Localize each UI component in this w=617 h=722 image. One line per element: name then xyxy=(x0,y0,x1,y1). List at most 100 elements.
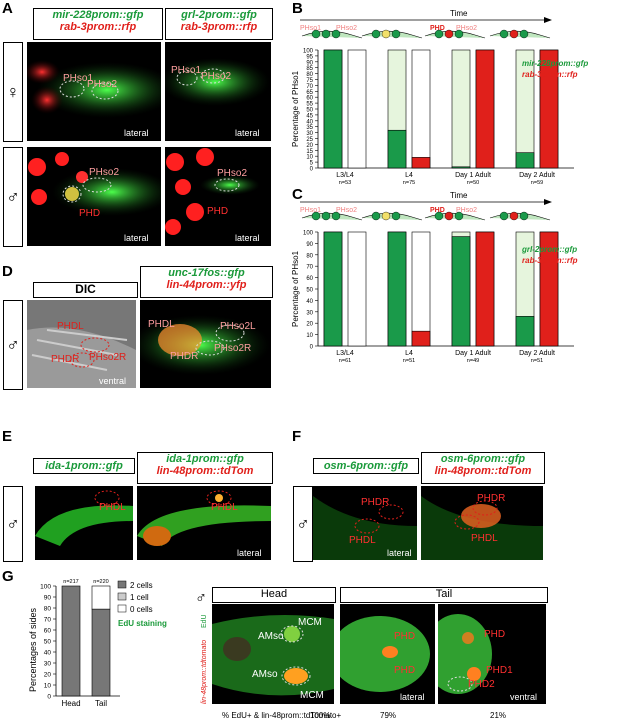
b-stage-phd: PHD xyxy=(430,25,445,32)
a-col2-line2: rab-3prom::rfp xyxy=(180,21,258,33)
f2-phdr-label: PHDR xyxy=(477,493,506,504)
f-header-2: osm-6prom::gfp lin-48prom::tdTom xyxy=(421,452,545,484)
y-tick-label: 0 xyxy=(310,345,314,351)
g-side-tdtomato: lin-48prom::tdtomato xyxy=(201,640,208,704)
g-head-image: MCM AMso AMso MCM xyxy=(212,604,334,704)
b-legend-rfp: rab-3prom::rfp xyxy=(522,70,578,79)
g-mcm-top: MCM xyxy=(298,617,322,628)
f-image-2-art xyxy=(421,496,543,560)
g-pct-head: 100% xyxy=(310,711,331,720)
c-stage-phso2b: PHso2 xyxy=(456,207,477,214)
bar-gfp xyxy=(451,236,471,347)
worm-cell-3 xyxy=(519,211,529,221)
panel-letter-a: A xyxy=(2,0,13,17)
y-tick-label: 15 xyxy=(306,149,313,155)
a2-phso2-label: PHso2 xyxy=(201,71,232,82)
d-phso2r-label: PHso2R xyxy=(214,343,252,354)
worm-cell-1 xyxy=(434,211,444,221)
f-image-1: PHDR PHDL lateral xyxy=(313,486,417,560)
bar-background-white xyxy=(411,49,431,169)
bar-rfp xyxy=(475,231,495,347)
g-legend-1cell: 1 cell xyxy=(130,593,149,602)
worm-cell-2 xyxy=(321,211,331,221)
e-hdr2-line2: lin-48prom::tdTom xyxy=(156,465,254,477)
a1-lateral-label: lateral xyxy=(124,128,149,138)
chart-c: Time PHso1 PHso2 PHD PHso2 0 10 20 30 40 50 60… xyxy=(291,191,578,364)
f-image-1-art xyxy=(313,496,417,560)
a-image-1-art xyxy=(27,60,161,118)
y-tick-label: 5 xyxy=(310,161,314,167)
y-tick-label: 95 xyxy=(306,54,313,60)
y-axis-label: Percentage of PHso1 xyxy=(291,250,300,327)
worm-cell-2 xyxy=(444,211,454,221)
bar-gfp xyxy=(323,49,343,169)
panel-letter-c: C xyxy=(292,186,303,203)
g-edu-label: EdU staining xyxy=(118,619,167,628)
category-label: Day 1 Adult xyxy=(455,172,491,179)
g-amso-bottom: AMso xyxy=(252,669,278,680)
y-tick-label: 80 xyxy=(306,253,313,259)
chart-g: Percentages of sides 0 10 20 30 40 50 60 70 80 90… xyxy=(28,579,167,708)
bar-background-white xyxy=(411,231,431,347)
d-dic-phso2r: PHso2R xyxy=(89,352,127,363)
category-label: L4 xyxy=(405,172,413,179)
a-image-2-art xyxy=(165,58,270,106)
worm-schematic-0 xyxy=(301,29,363,39)
c-time-label: Time xyxy=(450,191,468,200)
d-dic-phdr: PHDR xyxy=(51,354,80,365)
g-pct-tail-lateral: 79% xyxy=(380,711,397,720)
panel-letter-g: G xyxy=(2,568,14,585)
a-male-symbol: ♂ xyxy=(3,147,23,247)
worm-cell-3 xyxy=(454,211,464,221)
a-image-3: PHso2 PHD lateral xyxy=(27,147,161,246)
b-worm-schematics xyxy=(301,29,551,39)
g-legend-swatch-0 xyxy=(117,604,127,613)
d-fluor-image: PHDL PHDR PHso2L PHso2R xyxy=(140,300,271,388)
e-hdr1-text: ida-1prom::gfp xyxy=(45,460,123,472)
d-male-symbol: ♂ xyxy=(3,300,23,390)
g-amso-top: AMso xyxy=(258,631,284,642)
g-y-tick-label: 90 xyxy=(44,595,52,602)
a3-phd-label: PHD xyxy=(79,208,101,219)
g-y-tick-label: 20 xyxy=(44,672,52,679)
g-legend-swatch-1 xyxy=(117,592,127,601)
worm-cell-1 xyxy=(499,29,509,39)
d-dic-phdl: PHDL xyxy=(57,321,84,332)
worm-schematic-1 xyxy=(361,211,423,221)
bar-rfp xyxy=(475,49,495,169)
d-ventral-label: ventral xyxy=(99,376,127,386)
b-time-arrowhead xyxy=(544,17,552,23)
y-tick-label: 60 xyxy=(306,96,313,102)
y-tick-label: 55 xyxy=(306,102,313,108)
g-y-tick-label: 70 xyxy=(44,617,52,624)
e1-phdl-label: PHDL xyxy=(99,502,126,513)
a-image-2: PHso1 PHso2 lateral xyxy=(165,42,271,141)
n-label: n=51 xyxy=(531,358,543,364)
bar-rfp xyxy=(539,49,559,169)
panel-c: Time PHso1 PHso2 PHD PHso2 0 10 20 30 40 50 60… xyxy=(290,188,617,366)
g-head-art xyxy=(212,615,334,696)
f1-phdl-label: PHDL xyxy=(349,535,376,546)
bar-gfp xyxy=(451,166,471,169)
f-hdr2-line2: lin-48prom::tdTom xyxy=(434,465,532,477)
g-ylabel: Percentages of sides xyxy=(28,607,38,692)
d-fluor-art xyxy=(140,315,270,375)
g-lat-phd-bottom: PHD xyxy=(394,665,416,676)
y-tick-label: 100 xyxy=(303,231,314,237)
g-legend-swatch-2 xyxy=(117,580,127,589)
c-bars: 0 10 20 30 40 50 60 70 80 90 100 Percentage of PHso… xyxy=(291,231,574,364)
f-male-symbol: ♂ xyxy=(293,486,313,562)
y-tick-label: 20 xyxy=(306,143,313,149)
c-time-arrowhead xyxy=(544,199,552,205)
c-stage-phso2: PHso2 xyxy=(336,207,357,214)
g-ven-phd: PHD xyxy=(484,629,506,640)
f-image-2: PHDR PHDL xyxy=(421,486,543,560)
worm-cell-3 xyxy=(519,29,529,39)
g-side-label-svg: lin-48prom::tdtomato EdU xyxy=(201,614,208,704)
g-n-label: n=220 xyxy=(93,579,108,585)
panel-g-chart: Percentages of sides 0 10 20 30 40 50 60 70 80 90… xyxy=(0,572,190,722)
a1-phso1-label: PHso1 xyxy=(63,73,94,84)
g-category-label: Tail xyxy=(95,699,107,708)
a-col1-line2: rab-3prom::rfp xyxy=(59,21,137,33)
worm-cell-2 xyxy=(381,211,391,221)
